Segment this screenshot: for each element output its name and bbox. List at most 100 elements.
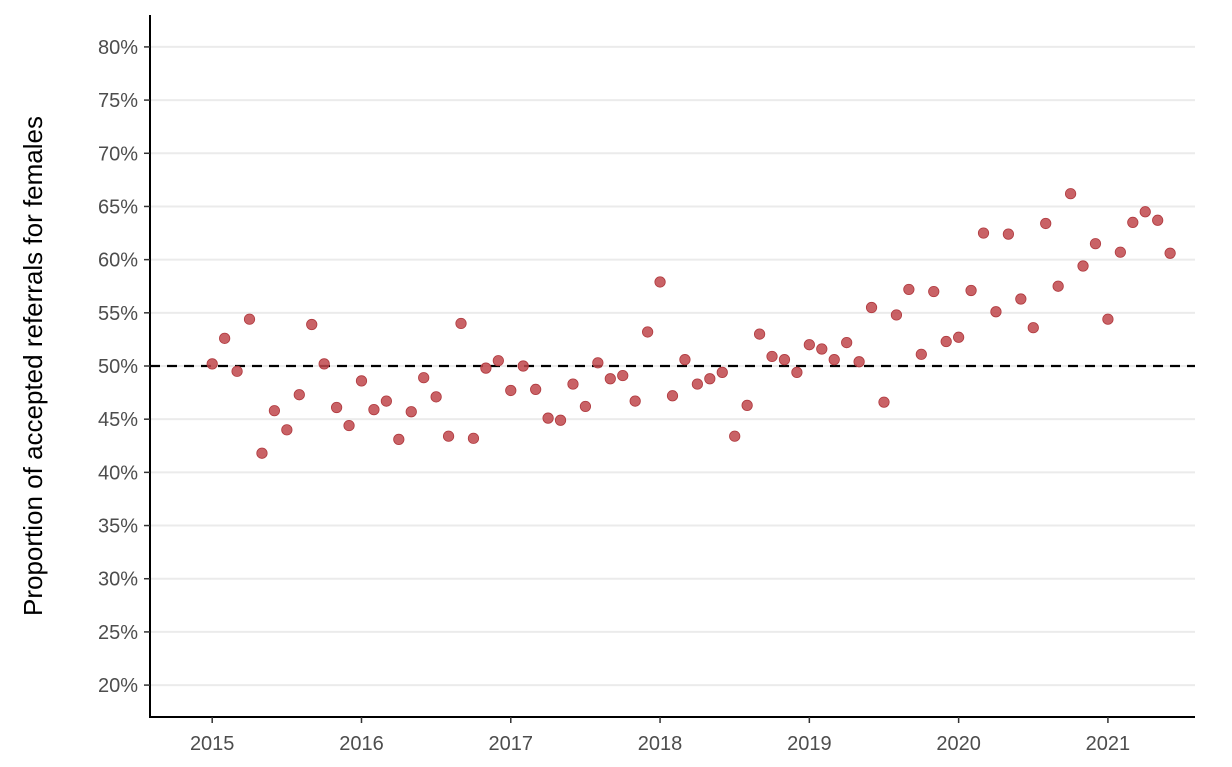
data-point	[990, 306, 1002, 318]
data-point	[243, 313, 256, 325]
data-point	[953, 331, 965, 343]
data-point	[256, 447, 268, 459]
data-point	[331, 401, 343, 414]
data-point	[530, 383, 542, 395]
data-point	[405, 406, 417, 418]
data-point	[380, 395, 392, 407]
data-point	[853, 356, 865, 368]
x-tick-label: 2018	[638, 733, 683, 755]
data-point	[505, 384, 517, 397]
y-tick-label: 20%	[98, 675, 138, 697]
data-point	[480, 362, 492, 374]
data-point	[1015, 293, 1027, 305]
data-point	[977, 227, 990, 239]
data-point	[455, 317, 467, 330]
data-point	[219, 332, 231, 344]
y-axis-title: Proportion of accepted referrals for fem…	[18, 116, 48, 616]
x-axis-ticks: 2015 2016 2017 2018 2019 2020 2021	[190, 717, 1130, 755]
x-tick-label: 2021	[1086, 733, 1131, 755]
data-point	[306, 318, 318, 331]
data-point	[1089, 238, 1102, 250]
data-point	[293, 389, 305, 401]
data-point	[1040, 217, 1052, 230]
y-tick-label: 40%	[98, 462, 138, 484]
data-point	[592, 357, 604, 369]
y-tick-label: 80%	[98, 37, 138, 59]
data-point	[231, 365, 243, 377]
data-point	[1164, 247, 1176, 259]
data-point	[430, 391, 442, 403]
data-point	[716, 366, 728, 378]
data-point	[617, 369, 629, 382]
data-point	[928, 285, 940, 298]
data-point	[1114, 246, 1126, 258]
data-point	[803, 339, 815, 351]
data-point	[1139, 206, 1151, 218]
y-tick-label: 45%	[98, 409, 138, 431]
data-point	[1064, 188, 1077, 200]
data-point	[368, 404, 380, 416]
data-point	[554, 414, 567, 426]
data-point	[828, 354, 840, 366]
data-point	[343, 419, 355, 432]
y-tick-label: 25%	[98, 622, 138, 644]
data-point	[865, 301, 878, 314]
data-point	[890, 309, 903, 321]
data-point	[517, 360, 529, 372]
data-point	[940, 335, 952, 348]
data-point	[393, 433, 405, 445]
data-point	[318, 358, 330, 370]
data-points	[206, 188, 1176, 459]
y-axis-ticks: 20% 25% 30% 35% 40% 45% 50% 55% 60% 65% 70% 75% 80%	[98, 37, 150, 697]
x-tick-label: 2019	[787, 733, 832, 755]
data-point	[753, 328, 766, 340]
data-point	[418, 372, 430, 384]
data-point	[1152, 214, 1164, 226]
data-point	[1027, 322, 1039, 334]
data-point	[542, 412, 554, 424]
y-tick-label: 70%	[98, 143, 138, 165]
data-point	[1127, 216, 1139, 229]
data-point	[778, 354, 791, 366]
data-point	[841, 336, 853, 349]
y-tick-label: 30%	[98, 569, 138, 591]
data-point	[691, 378, 703, 390]
data-point	[268, 405, 281, 417]
data-point	[704, 373, 716, 385]
data-point	[679, 354, 691, 366]
data-point	[965, 284, 977, 297]
y-tick-label: 50%	[98, 356, 138, 378]
data-point	[1077, 260, 1089, 272]
data-point	[741, 399, 753, 411]
data-point	[281, 424, 293, 436]
x-tick-label: 2020	[936, 733, 981, 755]
data-point	[766, 350, 778, 363]
data-point	[467, 432, 480, 444]
x-tick-label: 2016	[339, 733, 384, 755]
data-point	[903, 283, 915, 296]
data-point	[355, 375, 368, 387]
y-tick-label: 75%	[98, 90, 138, 112]
data-point	[878, 396, 890, 408]
data-point	[629, 395, 641, 407]
data-point	[816, 343, 828, 355]
data-point	[567, 378, 579, 390]
data-point	[729, 430, 741, 442]
data-point	[915, 348, 927, 360]
x-tick-label: 2017	[489, 733, 534, 755]
gridlines	[150, 45, 1195, 687]
x-tick-label: 2015	[190, 733, 235, 755]
data-point	[206, 358, 218, 370]
y-tick-label: 65%	[98, 196, 138, 218]
y-tick-label: 60%	[98, 250, 138, 272]
data-point	[1052, 280, 1064, 292]
data-point	[1002, 228, 1014, 240]
data-point	[666, 390, 679, 402]
data-point	[579, 400, 592, 413]
data-point	[604, 373, 616, 385]
y-tick-label: 55%	[98, 303, 138, 325]
data-point	[1102, 313, 1114, 325]
data-point	[791, 366, 803, 378]
y-tick-label: 35%	[98, 516, 138, 538]
